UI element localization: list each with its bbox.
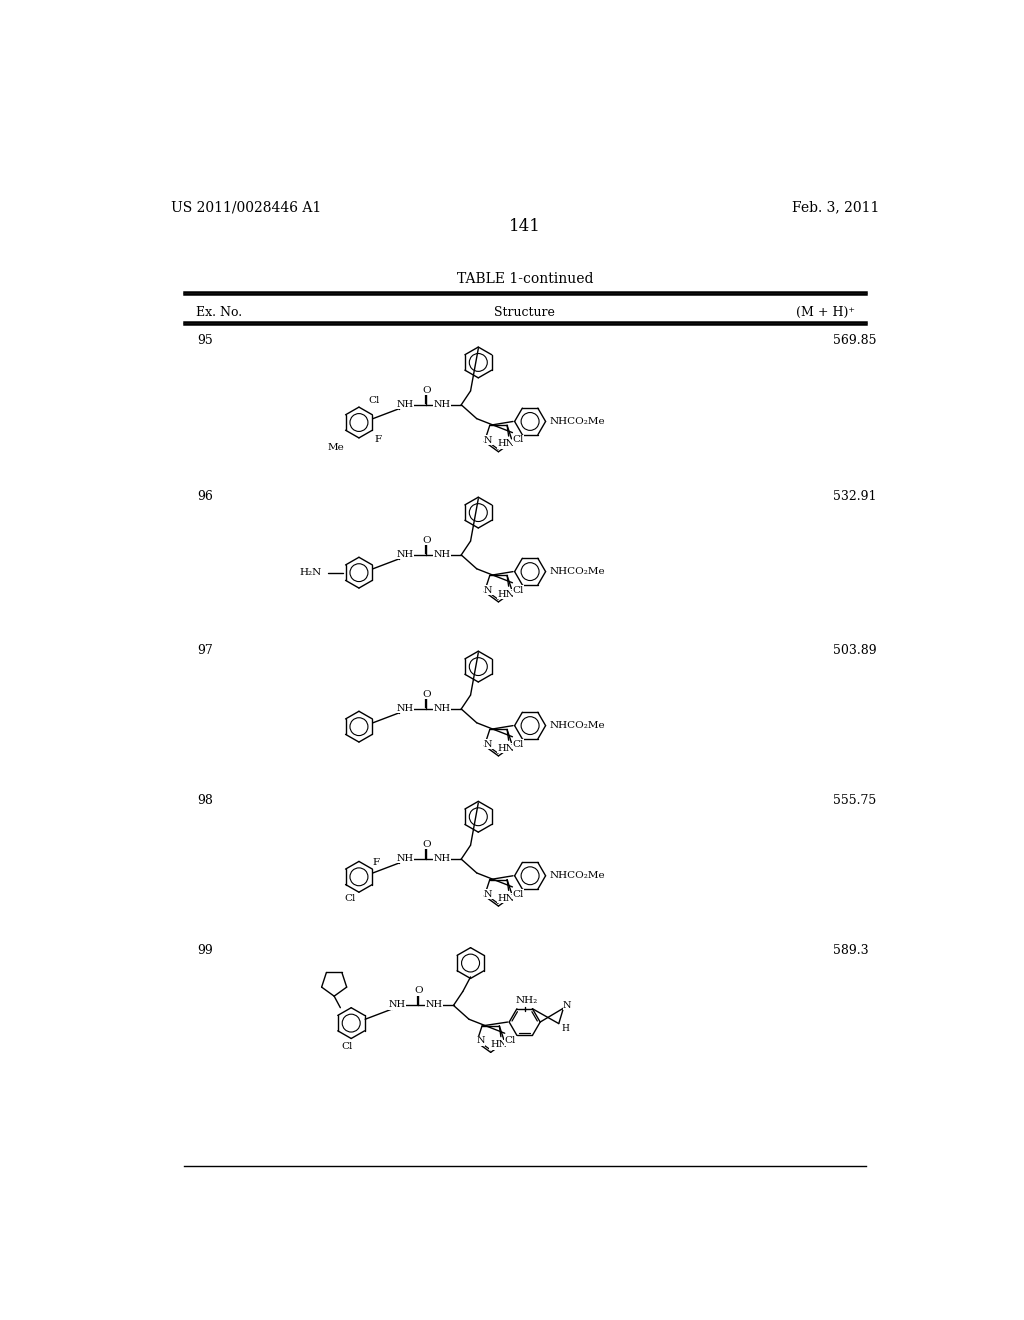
Text: Structure: Structure: [495, 306, 555, 319]
Text: Cl: Cl: [513, 890, 524, 899]
Text: 97: 97: [198, 644, 213, 656]
Text: O: O: [422, 690, 431, 698]
Text: Feb. 3, 2011: Feb. 3, 2011: [792, 201, 879, 215]
Text: F: F: [373, 858, 380, 867]
Text: NH₂: NH₂: [515, 997, 538, 1005]
Text: O: O: [422, 840, 431, 849]
Text: NH: NH: [433, 854, 451, 863]
Text: 98: 98: [198, 793, 214, 807]
Text: 141: 141: [509, 218, 541, 235]
Text: 503.89: 503.89: [834, 644, 877, 656]
Text: N: N: [484, 739, 493, 748]
Text: Cl: Cl: [344, 894, 355, 903]
Text: H: H: [561, 1024, 569, 1032]
Text: NHCO₂Me: NHCO₂Me: [550, 871, 605, 880]
Text: HN: HN: [498, 440, 515, 449]
Text: NH: NH: [396, 549, 414, 558]
Text: Me: Me: [328, 442, 344, 451]
Text: NH: NH: [396, 704, 414, 713]
Text: NHCO₂Me: NHCO₂Me: [550, 721, 605, 730]
Text: 569.85: 569.85: [834, 334, 877, 347]
Text: O: O: [415, 986, 423, 995]
Text: Cl: Cl: [513, 436, 524, 445]
Text: O: O: [422, 536, 431, 545]
Text: N: N: [563, 1001, 571, 1010]
Text: N: N: [476, 1036, 484, 1045]
Text: Cl: Cl: [513, 586, 524, 594]
Text: Cl: Cl: [505, 1036, 516, 1045]
Text: NH: NH: [433, 549, 451, 558]
Text: H₂N: H₂N: [299, 568, 322, 577]
Text: HN: HN: [498, 894, 515, 903]
Text: O: O: [422, 385, 431, 395]
Text: Cl: Cl: [342, 1041, 353, 1051]
Text: 96: 96: [198, 490, 214, 503]
Text: F: F: [375, 436, 382, 444]
Text: TABLE 1-continued: TABLE 1-continued: [457, 272, 593, 286]
Text: 555.75: 555.75: [834, 793, 877, 807]
Text: 95: 95: [198, 334, 213, 347]
Text: HN: HN: [489, 1040, 507, 1049]
Text: NH: NH: [396, 854, 414, 863]
Text: NH: NH: [433, 704, 451, 713]
Text: NH: NH: [388, 1001, 406, 1008]
Text: 99: 99: [198, 944, 213, 957]
Text: HN: HN: [498, 743, 515, 752]
Text: HN: HN: [498, 590, 515, 599]
Text: 589.3: 589.3: [834, 944, 869, 957]
Text: Cl: Cl: [369, 396, 380, 405]
Text: Cl: Cl: [513, 739, 524, 748]
Text: 532.91: 532.91: [834, 490, 877, 503]
Text: NHCO₂Me: NHCO₂Me: [550, 568, 605, 576]
Text: N: N: [484, 436, 493, 445]
Text: NH: NH: [426, 1001, 442, 1008]
Text: NH: NH: [433, 400, 451, 408]
Text: NH: NH: [396, 400, 414, 408]
Text: N: N: [484, 586, 493, 595]
Text: NHCO₂Me: NHCO₂Me: [550, 417, 605, 426]
Text: Ex. No.: Ex. No.: [197, 306, 243, 319]
Text: (M + H)⁺: (M + H)⁺: [796, 306, 855, 319]
Text: US 2011/0028446 A1: US 2011/0028446 A1: [171, 201, 321, 215]
Text: N: N: [484, 890, 493, 899]
